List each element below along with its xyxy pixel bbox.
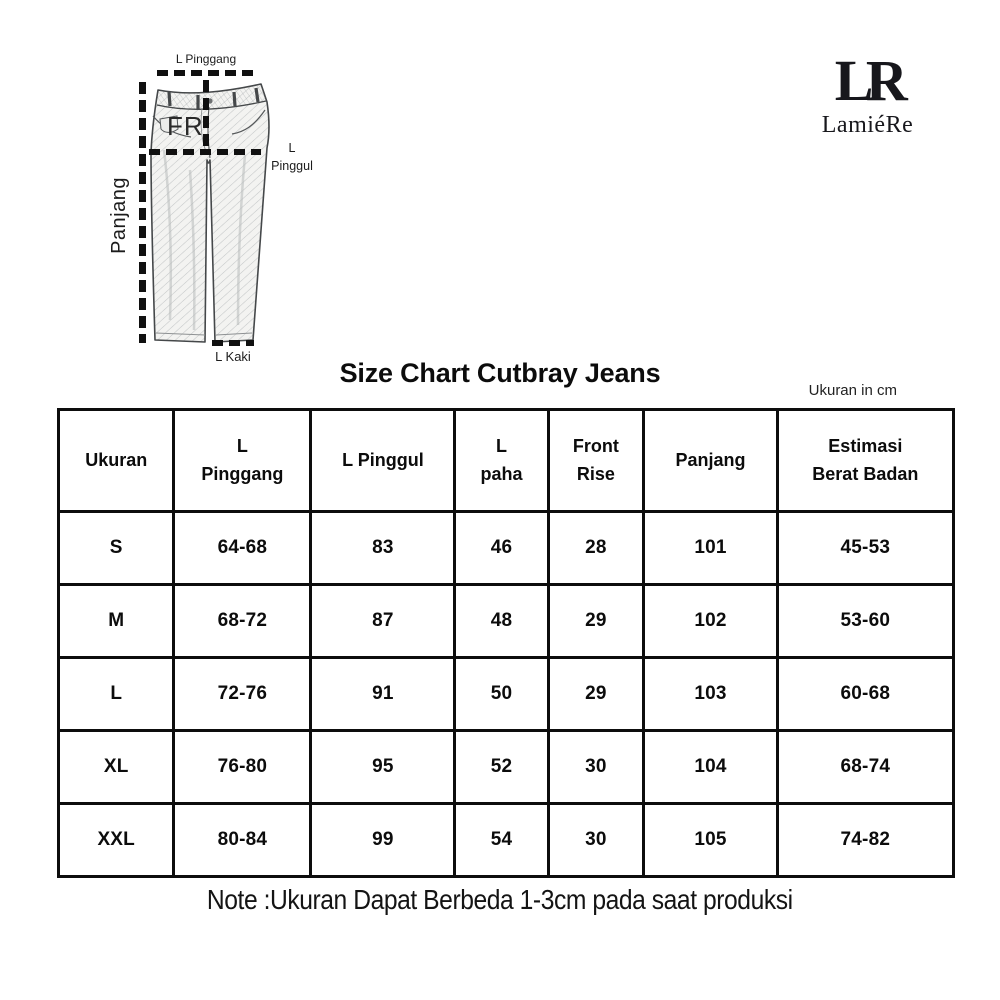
front-rise-label: FR [167, 111, 204, 141]
length-label: Panjang [108, 177, 130, 254]
table-cell: 45-53 [775, 510, 956, 586]
table-cell: 30 [546, 802, 646, 878]
table-cell: 103 [642, 656, 779, 732]
table-cell: 50 [453, 656, 550, 732]
waist-label: L Pinggang [175, 52, 237, 66]
col-header-ukuran: Ukuran [56, 408, 176, 513]
table-cell: 99 [309, 802, 457, 878]
table-cell: 52 [453, 729, 550, 805]
table-row-l: L 72-76 91 50 29 103 60-68 [56, 656, 956, 732]
table-cell: 95 [309, 729, 457, 805]
table-cell: 46 [453, 510, 550, 586]
table-row-m: M 68-72 87 48 29 102 53-60 [56, 583, 956, 659]
table-cell: 101 [642, 510, 779, 586]
table-cell: 68-74 [775, 729, 956, 805]
table-cell: 64-68 [172, 510, 313, 586]
leg-opening-label: L Kaki [215, 349, 251, 364]
table-row-xxl: XXL 80-84 99 54 30 105 74-82 [56, 802, 956, 878]
table-cell: 104 [642, 729, 779, 805]
col-header-berat-badan: Estimasi Berat Badan [775, 408, 956, 513]
col-header-pinggang: L Pinggang [172, 408, 313, 513]
length-measure-line [139, 82, 146, 343]
size-cell: XL [56, 729, 176, 805]
size-cell: XXL [56, 802, 176, 878]
table-cell: 29 [546, 656, 646, 732]
table-cell: 28 [546, 510, 646, 586]
measurement-diagram: L Pinggang FR L Pinggul Panjang L Kaki [0, 0, 420, 370]
table-cell: 53-60 [775, 583, 956, 659]
table-cell: 83 [309, 510, 457, 586]
size-chart-table: Ukuran L Pinggang L Pinggul L paha Front… [56, 408, 956, 878]
col-header-panjang: Panjang [642, 408, 779, 513]
waist-measure-line [157, 70, 255, 76]
production-note: Note :Ukuran Dapat Berbeda 1-3cm pada sa… [0, 884, 1000, 916]
brand-logo: LR LamiéRe [770, 52, 965, 139]
page-title: Size Chart Cutbray Jeans [339, 358, 661, 388]
table-cell: 105 [642, 802, 779, 878]
table-cell: 54 [453, 802, 550, 878]
front-rise-measure-line [203, 80, 209, 154]
table-cell: 74-82 [775, 802, 956, 878]
table-cell: 60-68 [775, 656, 956, 732]
hip-label: L Pinggul [271, 141, 313, 174]
table-cell: 72-76 [172, 656, 313, 732]
table-cell: 87 [309, 583, 457, 659]
table-cell: 91 [309, 656, 457, 732]
size-cell: L [56, 656, 176, 732]
table-cell: 68-72 [172, 583, 313, 659]
col-header-paha: L paha [453, 408, 550, 513]
table-header-row: Ukuran L Pinggang L Pinggul L paha Front… [56, 408, 956, 513]
table-row-xl: XL 76-80 95 52 30 104 68-74 [56, 729, 956, 805]
leg-opening-measure-line [212, 340, 254, 346]
table-cell: 76-80 [172, 729, 313, 805]
table-cell: 80-84 [172, 802, 313, 878]
unit-note: Ukuran in cm [808, 382, 897, 399]
col-header-pinggul: L Pinggul [309, 408, 457, 513]
table-row-s: S 64-68 83 46 28 101 45-53 [56, 510, 956, 586]
production-note-text: Note :Ukuran Dapat Berbeda 1-3cm pada sa… [207, 884, 793, 915]
brand-monogram: LR [834, 48, 908, 113]
table-cell: 29 [546, 583, 646, 659]
table-cell: 48 [453, 583, 550, 659]
size-cell: S [56, 510, 176, 586]
col-header-front-rise: Front Rise [546, 408, 646, 513]
table-cell: 102 [642, 583, 779, 659]
brand-name: LamiéRe [821, 112, 914, 138]
jeans-illustration [150, 83, 270, 343]
table-cell: 30 [546, 729, 646, 805]
size-cell: M [56, 583, 176, 659]
